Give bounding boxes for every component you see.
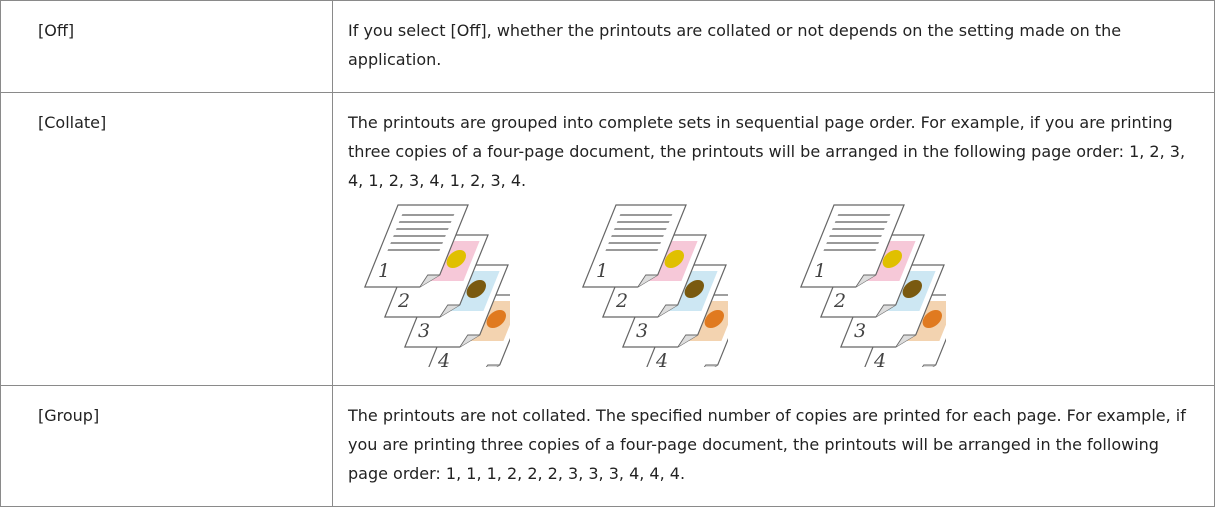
page-number: 2 [615, 290, 628, 312]
picture-detail [684, 280, 705, 298]
page-number: 3 [418, 320, 430, 342]
option-cell: [Off] [0, 0, 333, 93]
option-cell: [Collate] [0, 92, 333, 386]
page-number: 1 [378, 260, 390, 282]
picture-detail [466, 280, 487, 298]
picture-detail [664, 250, 685, 268]
option-cell: [Group] [0, 385, 333, 507]
row: [Collate] The printouts are grouped into… [0, 92, 1215, 386]
page-number: 4 [873, 350, 886, 367]
page-number: 1 [596, 260, 608, 282]
page-number: 1 [814, 260, 826, 282]
picture-detail [486, 310, 507, 328]
fold [479, 364, 500, 367]
page-number: 3 [854, 320, 866, 342]
fold [915, 364, 936, 367]
page-number: 2 [833, 290, 846, 312]
page-number: 4 [437, 350, 450, 367]
picture-detail [446, 250, 467, 268]
row: [Group] The printouts are not collated. … [0, 385, 1215, 507]
row: [Off] If you select [Off], whether the p… [0, 0, 1215, 93]
page-number: 4 [655, 350, 668, 367]
page [581, 204, 687, 288]
description-cell: The printouts are not collated. The spec… [332, 385, 1215, 507]
picture-detail [902, 280, 923, 298]
picture-detail [882, 250, 903, 268]
description-cell: The printouts are grouped into complete … [332, 92, 1215, 386]
page-number: 2 [397, 290, 410, 312]
fold [697, 364, 718, 367]
picture-detail [704, 310, 725, 328]
page [363, 204, 469, 288]
description: The printouts are grouped into complete … [348, 113, 1186, 190]
description-cell: If you select [Off], whether the printou… [332, 0, 1215, 93]
page [799, 204, 905, 288]
picture-detail [922, 310, 943, 328]
page-number: 3 [636, 320, 648, 342]
